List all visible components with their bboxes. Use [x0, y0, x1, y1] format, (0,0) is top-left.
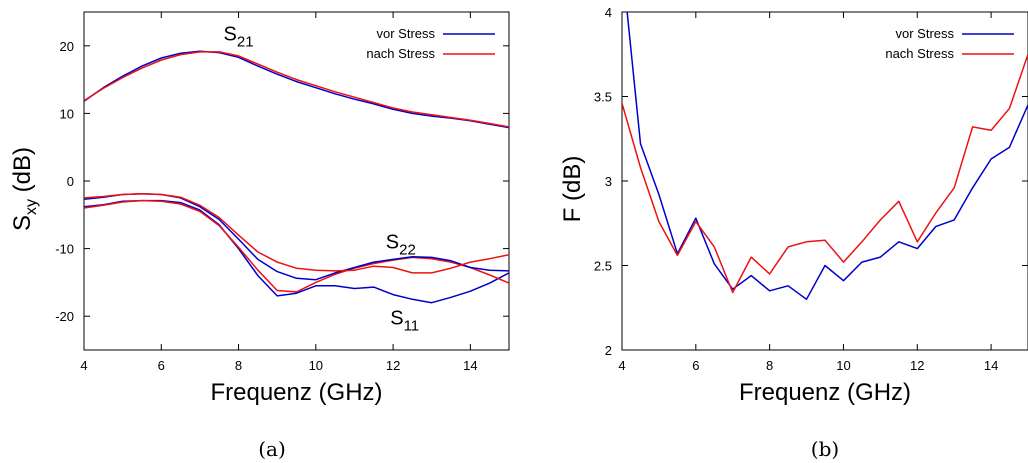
series-line-s21-nach [84, 51, 509, 128]
panel-caption: (b) [811, 437, 839, 461]
y-axis-label: F (dB) [559, 156, 586, 223]
annotation-main: S [386, 232, 399, 254]
y-tick-label: 3 [605, 174, 612, 189]
panel-caption: (a) [258, 437, 286, 461]
curve-annotation-s11: S11 [390, 307, 419, 334]
series-line-s11-nach [84, 199, 509, 293]
series-line-s22-vor [84, 193, 509, 281]
y-axis-label: Sxy (dB) [9, 147, 40, 231]
y-tick-label: 2.5 [594, 259, 612, 274]
y-tick-label: 4 [605, 5, 612, 20]
annotation-sub: 11 [404, 317, 420, 334]
y-axis-label-unit: (dB) [9, 147, 36, 199]
x-axis-label: Frequenz (GHz) [210, 379, 382, 406]
series-line-s21-vor [84, 50, 509, 129]
annotation-main: S [224, 23, 237, 45]
annotation-sub: 22 [399, 242, 416, 259]
series-line-nach [622, 54, 1028, 294]
x-tick-label: 12 [386, 358, 400, 373]
y-tick-label: -20 [55, 309, 74, 324]
x-tick-label: 14 [984, 358, 998, 373]
series-line-s22-nach [84, 193, 509, 274]
annotation-sub: 21 [237, 33, 254, 50]
x-tick-label: 14 [463, 358, 477, 373]
y-tick-label: -10 [55, 242, 74, 257]
y-tick-label: 20 [60, 39, 74, 54]
x-tick-label: 4 [618, 358, 625, 373]
curve-annotation-s21: S21 [224, 23, 254, 50]
x-tick-label: 10 [309, 358, 323, 373]
legend-label: vor Stress [895, 26, 954, 41]
plot-frame [621, 11, 1028, 351]
legend-label: nach Stress [366, 46, 435, 61]
panel-b-chart: 4 6 8 10 12 14 2 2.5 3 3.5 4 vor Stress nach Stress F… [559, 5, 1028, 461]
x-tick-label: 6 [158, 358, 165, 373]
x-tick-label: 8 [235, 358, 242, 373]
plot-area [84, 50, 509, 304]
x-axis-label: Frequenz (GHz) [739, 379, 911, 406]
legend-label: nach Stress [885, 46, 954, 61]
x-tick-label: 6 [692, 358, 699, 373]
y-tick-label: 10 [60, 106, 74, 121]
annotation-main: S [390, 307, 403, 329]
legend-label: vor Stress [376, 26, 435, 41]
panel-a-chart: 4 6 8 10 12 14 -20 -10 0 10 20 vor Stress nach Stres… [9, 11, 510, 461]
series-line-vor [626, 12, 1028, 301]
x-tick-label: 10 [836, 358, 850, 373]
y-tick-label: 3.5 [594, 90, 612, 105]
x-tick-label: 8 [766, 358, 773, 373]
curve-annotation-s22: S22 [386, 232, 416, 259]
y-axis-label-main: S [9, 215, 36, 231]
plot-area [622, 12, 1028, 301]
y-axis-label-sub: xy [23, 199, 40, 215]
y-tick-label: 2 [605, 343, 612, 358]
series-line-s11-vor [84, 199, 509, 304]
y-tick-label: 0 [67, 174, 74, 189]
x-tick-label: 4 [80, 358, 87, 373]
x-tick-label: 12 [910, 358, 924, 373]
